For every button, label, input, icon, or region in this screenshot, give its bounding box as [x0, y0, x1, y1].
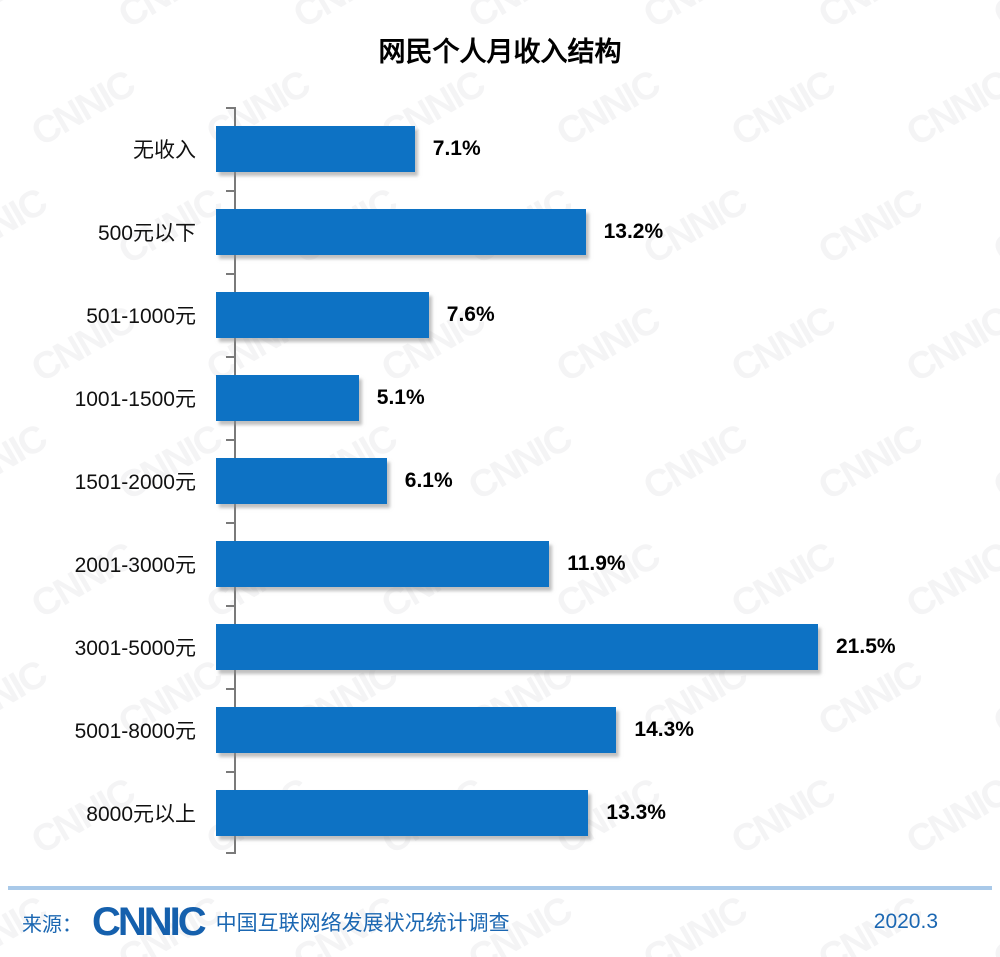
category-label: 501-1000元	[86, 304, 196, 328]
axis-tick	[226, 190, 234, 192]
bar	[216, 291, 429, 338]
value-label: 7.1%	[432, 136, 481, 160]
bar-row: 无收入 7.1%	[0, 107, 1000, 190]
bar-row: 1001-1500元 5.1%	[0, 356, 1000, 439]
bar	[216, 208, 586, 255]
footer-separator	[8, 886, 992, 890]
bar-row: 1501-2000元 6.1%	[0, 439, 1000, 522]
bar	[216, 457, 387, 504]
source-name: 中国互联网络发展状况统计调查	[215, 912, 510, 935]
value-label: 7.6%	[446, 302, 495, 326]
axis-tick	[226, 688, 234, 690]
axis-tick	[226, 439, 234, 441]
value-label: 13.2%	[603, 219, 664, 243]
bar-zone: 5.1%	[216, 356, 1000, 439]
cnnic-logo: CNNIC	[92, 900, 207, 944]
axis-tick	[226, 273, 234, 275]
value-label: 5.1%	[376, 385, 425, 409]
bar-row: 8000元以上 13.3%	[0, 771, 1000, 854]
value-label: 11.9%	[567, 551, 626, 575]
bar-zone: 14.3%	[216, 688, 1000, 771]
axis-tick	[226, 852, 234, 854]
bar-zone: 13.2%	[216, 190, 1000, 273]
category-label: 5001-8000元	[74, 719, 196, 743]
axis-tick	[226, 522, 234, 524]
value-label: 21.5%	[836, 634, 896, 658]
bar-row: 2001-3000元 11.9%	[0, 522, 1000, 605]
value-label: 13.3%	[606, 800, 666, 824]
bar-zone: 6.1%	[216, 439, 1000, 522]
bar	[216, 540, 550, 587]
bar-row: 3001-5000元 21.5%	[0, 605, 1000, 688]
category-label: 2001-3000元	[74, 553, 196, 577]
value-label: 6.1%	[404, 468, 453, 492]
bar-row: 501-1000元 7.6%	[0, 273, 1000, 356]
bar	[216, 623, 818, 670]
bar-zone: 7.6%	[216, 273, 1000, 356]
category-label: 1501-2000元	[74, 470, 196, 494]
bar-zone: 13.3%	[216, 771, 1000, 854]
bar	[216, 125, 415, 172]
category-label: 500元以下	[97, 221, 196, 245]
footer: 来源： CNNIC 中国互联网络发展状况统计调查 2020.3	[0, 886, 1000, 942]
bar-zone: 11.9%	[216, 522, 1000, 605]
axis-tick	[226, 107, 234, 109]
axis-tick	[226, 771, 234, 773]
bar-row: 500元以下 13.2%	[0, 190, 1000, 273]
axis-tick	[226, 605, 234, 607]
bar	[216, 706, 617, 753]
footer-bar: 来源： CNNIC 中国互联网络发展状况统计调查 2020.3	[0, 890, 1000, 942]
category-label: 1001-1500元	[74, 387, 196, 411]
bar-rows: 无收入 7.1% 500元以下 13.2% 501-1000元 7.6% 1001-1500…	[0, 107, 1000, 854]
bar-row: 5001-8000元 14.3%	[0, 688, 1000, 771]
category-label: 8000元以上	[86, 802, 196, 826]
axis-tick	[226, 356, 234, 358]
bar-zone: 7.1%	[216, 107, 1000, 190]
bar-chart: 无收入 7.1% 500元以下 13.2% 501-1000元 7.6% 1001-1500…	[0, 107, 1000, 854]
chart-title: 网民个人月收入结构	[378, 37, 622, 67]
source-label: 来源：	[22, 913, 82, 936]
category-label: 无收入	[133, 138, 196, 162]
bar	[216, 374, 359, 421]
bar-zone: 21.5%	[216, 605, 1000, 688]
bar	[216, 789, 589, 836]
report-date: 2020.3	[873, 910, 938, 933]
value-label: 14.3%	[634, 717, 694, 741]
category-label: 3001-5000元	[74, 636, 196, 660]
